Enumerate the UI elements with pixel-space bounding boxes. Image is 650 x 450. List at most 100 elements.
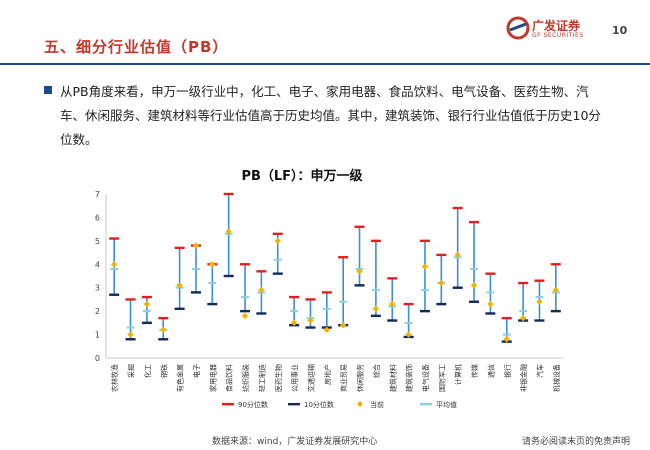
p90-mark: [518, 281, 529, 285]
current-mark: [209, 261, 216, 268]
mean-mark: [142, 310, 151, 313]
category-label: 建筑材料: [388, 364, 397, 392]
category-label: 机械设备: [552, 364, 561, 392]
category-label: 有色金属: [176, 364, 185, 392]
current-mark: [487, 300, 494, 308]
p10-mark: [436, 302, 447, 306]
p90-mark: [485, 272, 496, 275]
p10-mark: [174, 307, 185, 310]
p10-mark: [190, 291, 201, 294]
p90-mark: [289, 295, 300, 299]
company-logo: 广发证券 GF SECURITIES: [506, 16, 611, 44]
category-label-group: 钢铁: [159, 364, 168, 378]
p90-mark: [419, 239, 430, 243]
y-tick-label: 2: [95, 307, 100, 316]
title-divider: [0, 63, 650, 65]
p10-mark: [370, 314, 381, 318]
category-label: 汽车: [535, 364, 544, 378]
p10-mark: [419, 309, 430, 313]
p10-mark: [387, 319, 398, 322]
logo-text-en: GF SECURITIES: [532, 32, 584, 39]
current-mark: [192, 242, 200, 249]
chart-title: PB（LF）：申万一级: [241, 168, 363, 184]
p90-mark: [452, 206, 463, 210]
summary-text: 从PB角度来看，申万一级行业中，化工、电子、家用电器、食品饮料、电气设备、医药生…: [60, 84, 601, 147]
current-mark: [339, 322, 347, 329]
logo-text-cn: 广发证券: [532, 19, 581, 33]
p90-mark: [387, 277, 398, 280]
p90-mark: [158, 316, 169, 320]
y-tick-label: 5: [95, 237, 100, 246]
category-label: 纺织服装: [241, 364, 250, 392]
category-label-group: 传媒: [470, 364, 479, 378]
current-mark: [536, 298, 543, 305]
category-label-group: 非银金融: [519, 364, 528, 392]
p10-mark: [141, 321, 152, 325]
current-mark: [372, 305, 380, 312]
category-label: 银行: [503, 364, 512, 378]
category-label: 家用电器: [208, 364, 217, 392]
current-mark: [143, 300, 151, 308]
current-mark: [470, 282, 478, 289]
legend-label: 当前: [370, 400, 384, 409]
category-label-group: 汽车: [535, 364, 544, 378]
mean-mark: [371, 289, 380, 292]
title-bar: 五、细分行业估值（PB）: [0, 26, 650, 65]
p90-mark: [370, 239, 381, 243]
data-source: 数据来源：wind，广发证券发展研究中心: [212, 437, 378, 447]
p90-mark: [174, 246, 185, 250]
mean-mark: [535, 296, 544, 299]
legend-swatch: [288, 403, 300, 406]
legend-swatch: [222, 403, 234, 406]
category-label-group: 商业贸易: [339, 364, 348, 392]
disclaimer-note: 请务必阅读末页的免责声明: [522, 437, 631, 447]
p10-mark: [272, 272, 283, 275]
p90-mark: [125, 298, 136, 301]
mean-mark: [126, 326, 135, 329]
category-label-group: 国防军工: [437, 364, 446, 392]
mean-mark: [241, 296, 250, 299]
legend-label: 90分位数: [238, 400, 268, 409]
pb-chart: PB（LF）：申万一级 0 1 2 3 4 5 6 7 农林牧渔 采掘 化工 钢铁 有色金属 电子 家用电…: [95, 168, 564, 409]
p90-mark: [534, 279, 545, 282]
mean-mark: [519, 310, 528, 313]
category-label-group: 有色金属: [176, 364, 185, 392]
mean-mark: [339, 300, 348, 303]
p10-mark: [550, 309, 561, 313]
y-tick-label: 4: [95, 260, 100, 269]
current-mark: [274, 237, 281, 245]
current-mark: [160, 326, 167, 334]
category-label-group: 休闲服务: [356, 364, 365, 392]
p90-mark: [321, 291, 332, 294]
y-tick-label: 0: [95, 354, 100, 363]
p90-mark: [256, 270, 267, 273]
p10-mark: [256, 312, 267, 315]
logo-mark-icon: [506, 16, 530, 40]
mean-mark: [470, 267, 479, 270]
p10-mark: [223, 274, 234, 278]
p90-mark: [550, 263, 561, 266]
page-title: 五、细分行业估值（PB）: [44, 38, 229, 56]
current-mark: [438, 279, 445, 287]
p90-mark: [141, 295, 152, 299]
y-tick-label: 3: [95, 284, 100, 293]
p90-mark: [223, 192, 234, 196]
current-mark: [552, 286, 560, 294]
p90-mark: [240, 263, 251, 266]
p10-mark: [109, 293, 120, 296]
y-tick-label: 6: [95, 213, 100, 222]
mean-mark: [486, 291, 495, 294]
category-label: 非银金融: [519, 364, 528, 392]
category-label: 电气设备: [421, 364, 430, 392]
category-label-group: 银行: [503, 364, 512, 378]
p90-mark: [501, 316, 512, 320]
current-mark: [454, 251, 461, 259]
category-label: 交通运输: [306, 364, 315, 392]
bullet-square-icon: [44, 86, 52, 94]
category-label: 化工: [143, 364, 152, 378]
p90-mark: [436, 253, 447, 257]
category-label-group: 房地产: [323, 364, 332, 385]
category-label: 国防军工: [437, 364, 446, 392]
legend-swatch: [420, 403, 432, 406]
current-mark: [307, 317, 314, 324]
